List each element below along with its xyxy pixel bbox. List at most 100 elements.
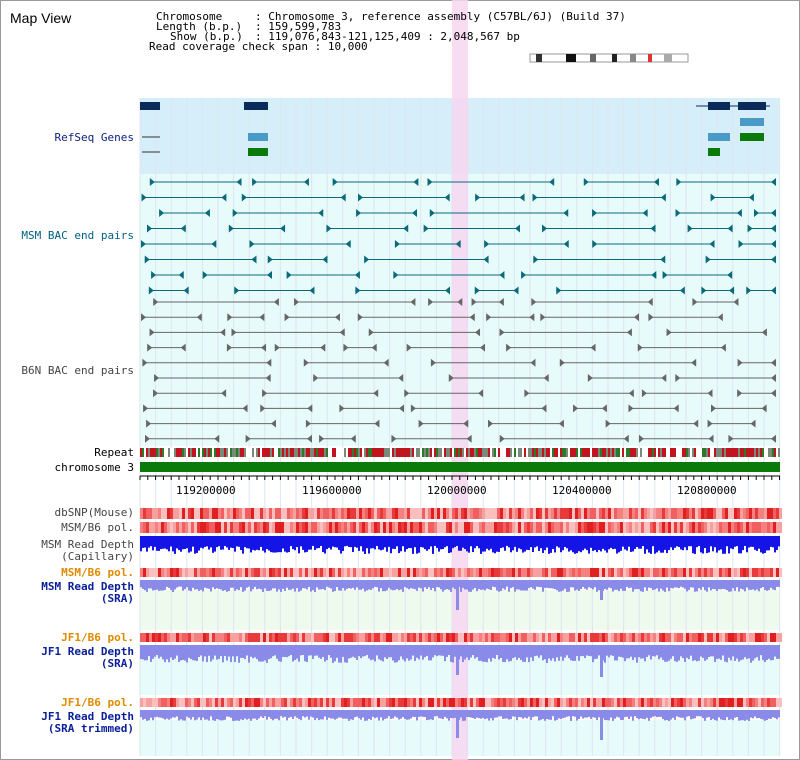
msm-depth-sra-bar xyxy=(290,580,292,590)
repeat-mark xyxy=(186,448,188,457)
msm-pol-cell xyxy=(686,522,689,533)
msm-depth-cap-bar xyxy=(770,536,772,547)
repeat-mark xyxy=(286,448,288,457)
msm-depth-cap-bar xyxy=(538,536,540,551)
dbsnp-cell xyxy=(758,508,761,519)
track-label-jf1-b6-pol-2[interactable]: JF1/B6 pol. xyxy=(61,696,134,709)
track-label-msm-depth-sra[interactable]: MSM Read Depth xyxy=(41,580,134,593)
msm-pol-cell xyxy=(422,522,425,533)
msm-depth-sra-bar xyxy=(358,580,360,590)
track-label-dbsnp[interactable]: dbSNP(Mouse) xyxy=(54,506,134,519)
msm-depth-sra-bar xyxy=(418,580,420,588)
track-label-repeat[interactable]: Repeat xyxy=(94,446,134,459)
repeat-mark xyxy=(776,448,778,457)
msm-depth-sra-bar xyxy=(706,580,708,592)
jf1-depth-sra-bar xyxy=(292,645,294,662)
track-label-msm-b6-pol-2[interactable]: MSM/B6 pol. xyxy=(61,566,134,579)
msm-depth-cap-bar xyxy=(302,536,304,550)
jf1-depth-trim-bar xyxy=(668,710,670,721)
b6n-bac-pair-end xyxy=(648,313,654,322)
b6n-bac-pair-end xyxy=(590,343,596,352)
jf1-pol2-cell xyxy=(614,698,617,707)
jf1-pol2-cell xyxy=(170,698,173,707)
repeat-mark xyxy=(540,448,542,457)
msm-depth-sra-bar xyxy=(450,580,452,592)
msm-depth-cap-bar xyxy=(530,536,532,548)
b6n-bac-pair-end xyxy=(141,313,147,322)
repeat-mark xyxy=(380,448,382,457)
jf1-pol-cell xyxy=(353,633,356,642)
msm-pol2-cell xyxy=(527,568,530,577)
jf1-pol2-cell xyxy=(755,698,758,707)
b6n-bac-pair-end xyxy=(750,419,756,428)
repeat-mark xyxy=(552,448,554,457)
msm-depth-cap-bar xyxy=(520,536,522,550)
msm-pol2-cell xyxy=(248,568,251,577)
msm-pol-cell xyxy=(347,522,350,533)
msm-depth-cap-bar xyxy=(604,536,606,551)
jf1-depth-trim-bar xyxy=(338,710,340,718)
msm-depth-sra-bar xyxy=(468,580,470,592)
msm-depth-cap-bar xyxy=(410,536,412,549)
track-label-jf1-depth-trim[interactable]: JF1 Read Depth xyxy=(41,710,134,723)
msm-depth-sra-bar xyxy=(696,580,698,592)
b6n-bac-pair-end xyxy=(543,374,549,382)
msm-bac-pair-end xyxy=(148,286,154,295)
msm-depth-cap-bar xyxy=(708,536,710,553)
ideogram-band xyxy=(590,54,596,62)
repeat-mark xyxy=(744,448,746,457)
track-label-chromosome[interactable]: chromosome 3 xyxy=(54,461,134,474)
dbsnp-cell xyxy=(659,508,662,519)
msm-depth-sra-bar xyxy=(546,580,548,588)
jf1-depth-trim-bar xyxy=(298,710,300,720)
jf1-pol2-cell xyxy=(326,698,329,707)
msm-pol-cell xyxy=(770,522,773,533)
track-label-msm-depth-cap[interactable]: MSM Read Depth xyxy=(41,538,134,551)
jf1-pol-cell xyxy=(770,633,773,642)
msm-depth-cap-bar xyxy=(534,536,536,548)
msm-bac-pair-end xyxy=(542,224,548,233)
repeat-mark xyxy=(738,448,740,457)
jf1-depth-trim-bar xyxy=(452,710,454,719)
jf1-pol-cell xyxy=(350,633,353,642)
jf1-pol2-cell xyxy=(464,698,467,707)
msm-pol2-cell xyxy=(512,568,515,577)
msm-pol-cell xyxy=(509,522,512,533)
msm-pol-cell xyxy=(359,522,362,533)
dbsnp-cell xyxy=(353,508,356,519)
track-label-msm-b6-pol[interactable]: MSM/B6 pol. xyxy=(61,521,134,534)
msm-depth-cap-bar xyxy=(222,536,224,550)
jf1-pol-cell xyxy=(470,633,473,642)
track-label-msm-bac[interactable]: MSM BAC end pairs xyxy=(21,229,134,242)
b6n-bac-pair-end xyxy=(666,328,672,337)
msm-depth-cap-bar xyxy=(738,536,740,554)
msm-depth-sra-bar xyxy=(438,580,440,588)
jf1-depth-sra-bar xyxy=(348,645,350,659)
track-label-b6n-bac[interactable]: B6N BAC end pairs xyxy=(21,364,134,377)
msm-pol-cell xyxy=(392,522,395,533)
jf1-depth-sra-bar xyxy=(390,645,392,658)
msm-depth-cap-bar xyxy=(284,536,286,552)
msm-pol2-cell xyxy=(446,568,449,577)
jf1-pol-cell xyxy=(491,633,494,642)
msm-depth-cap-bar xyxy=(726,536,728,547)
gene-block xyxy=(244,102,268,110)
b6n-bac-pair-end xyxy=(707,389,713,398)
jf1-pol-cell xyxy=(278,633,281,642)
msm-pol2-cell xyxy=(140,568,143,577)
jf1-pol-cell xyxy=(449,633,452,642)
track-label-refseq[interactable]: RefSeq Genes xyxy=(54,131,134,144)
msm-bac-pair-end xyxy=(533,255,539,264)
track-label-jf1-b6-pol[interactable]: JF1/B6 pol. xyxy=(61,631,134,644)
jf1-depth-sra-bar xyxy=(368,645,370,659)
jf1-depth-trim-bar xyxy=(180,710,182,720)
msm-pol2-cell xyxy=(239,568,242,577)
msm-bac-pair-end xyxy=(364,255,370,264)
msm-bac-pair-end xyxy=(356,209,362,217)
jf1-depth-trim-bar xyxy=(198,710,200,718)
dbsnp-cell xyxy=(599,508,602,519)
msm-depth-cap-bar xyxy=(630,536,632,552)
msm-pol-cell xyxy=(608,522,611,533)
track-label-jf1-depth-sra[interactable]: JF1 Read Depth xyxy=(41,645,134,658)
jf1-pol2-cell xyxy=(317,698,320,707)
